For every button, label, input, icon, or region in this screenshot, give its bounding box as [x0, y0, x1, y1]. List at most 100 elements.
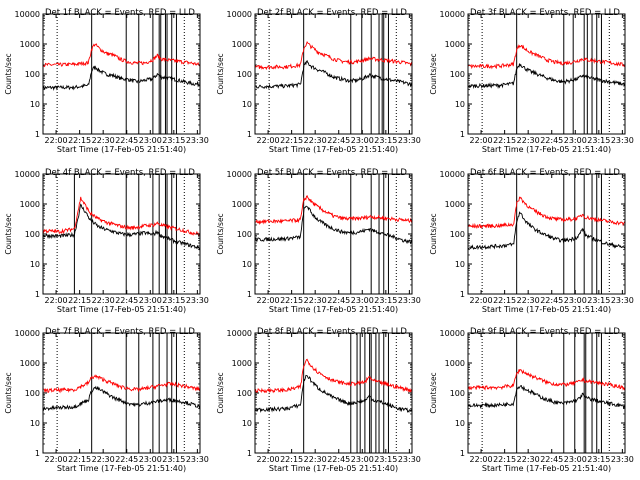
panel-title: Det 8f BLACK = Events, RED = LLD [257, 327, 407, 337]
y-tick-label: 10 [242, 419, 252, 428]
x-tick-label: 23:15 [374, 136, 397, 145]
y-tick-label: 10000 [227, 10, 252, 19]
y-tick-label: 10000 [227, 170, 252, 179]
x-axis-label: Start Time (17-Feb-05 21:51:40) [482, 145, 611, 154]
y-axis-label: Counts/sec [4, 53, 13, 94]
y-tick-label: 1000 [445, 200, 465, 209]
x-axis-label: Start Time (17-Feb-05 21:51:40) [57, 464, 186, 473]
x-tick-label: 22:15 [280, 296, 303, 305]
x-tick-label: 23:30 [186, 136, 209, 145]
y-tick-label: 10 [30, 100, 40, 109]
y-tick-label: 10 [242, 100, 252, 109]
y-tick-label: 1000 [232, 359, 252, 368]
x-tick-label: 22:15 [68, 455, 91, 464]
y-tick-label: 1 [460, 130, 465, 139]
x-tick-label: 22:15 [280, 455, 303, 464]
y-axis-label: Counts/sec [4, 372, 13, 413]
series-events-line [254, 205, 413, 245]
x-tick-label: 22:30 [517, 455, 540, 464]
y-tick-label: 10 [455, 100, 465, 109]
x-tick-label: 22:45 [115, 296, 138, 305]
x-tick-label: 22:15 [280, 136, 303, 145]
x-tick-label: 22:00 [470, 136, 493, 145]
y-tick-label: 100 [25, 389, 40, 398]
x-tick-label: 23:15 [374, 296, 397, 305]
y-tick-label: 10000 [440, 329, 465, 338]
x-tick-label: 23:00 [351, 296, 374, 305]
x-tick-label: 23:30 [611, 455, 634, 464]
x-tick-label: 22:30 [517, 136, 540, 145]
x-tick-label: 22:30 [304, 455, 327, 464]
y-tick-label: 1 [35, 130, 40, 139]
y-axis-label: Counts/sec [429, 372, 438, 413]
y-tick-label: 100 [450, 70, 465, 79]
series-events-line [42, 65, 201, 92]
x-axis-label: Start Time (17-Feb-05 21:51:40) [269, 464, 398, 473]
chart-panel-8: Det 8f BLACK = Events, RED = LLD 1 10 100 10… [216, 327, 421, 473]
x-tick-label: 22:45 [327, 455, 350, 464]
y-axis-label: Counts/sec [216, 213, 225, 254]
x-tick-label: 23:30 [611, 136, 634, 145]
x-tick-label: 23:15 [587, 296, 610, 305]
x-tick-label: 22:30 [304, 136, 327, 145]
series-lld-line [467, 44, 626, 70]
series-lld-line [42, 196, 201, 237]
y-axis-label: Counts/sec [4, 213, 13, 254]
x-tick-label: 22:30 [92, 455, 115, 464]
x-axis-label: Start Time (17-Feb-05 21:51:40) [482, 464, 611, 473]
x-tick-label: 23:30 [186, 296, 209, 305]
x-tick-label: 22:45 [540, 296, 563, 305]
x-tick-label: 22:00 [257, 136, 280, 145]
x-tick-label: 23:30 [398, 455, 421, 464]
y-tick-label: 100 [237, 70, 252, 79]
series-events-line [254, 374, 413, 414]
y-tick-label: 10000 [15, 329, 40, 338]
y-tick-label: 1000 [445, 359, 465, 368]
y-tick-label: 1 [247, 130, 252, 139]
x-tick-label: 23:00 [351, 455, 374, 464]
x-axis-label: Start Time (17-Feb-05 21:51:40) [269, 145, 398, 154]
series-lld-line [42, 43, 201, 68]
y-axis-label: Counts/sec [429, 213, 438, 254]
y-tick-label: 1000 [445, 40, 465, 49]
y-tick-label: 1 [35, 449, 40, 458]
chart-panel-7: Det 7f BLACK = Events, RED = LLD 1 10 100 10… [4, 327, 209, 473]
y-axis-label: Counts/sec [216, 53, 225, 94]
x-tick-label: 23:15 [162, 136, 185, 145]
series-events-line [254, 59, 413, 90]
x-axis-label: Start Time (17-Feb-05 21:51:40) [482, 305, 611, 314]
x-tick-label: 22:45 [327, 136, 350, 145]
chart-panel-2: Det 2f BLACK = Events, RED = LLD 1 10 100 10… [216, 8, 421, 154]
x-tick-label: 22:00 [470, 455, 493, 464]
y-tick-label: 100 [450, 230, 465, 239]
x-tick-label: 22:15 [493, 136, 516, 145]
x-tick-label: 23:15 [587, 455, 610, 464]
panel-title: Det 6f BLACK = Events, RED = LLD [470, 168, 620, 178]
series-events-line [467, 63, 626, 90]
series-lld-line [467, 196, 626, 229]
x-tick-label: 23:00 [139, 136, 162, 145]
x-tick-label: 22:30 [92, 136, 115, 145]
x-tick-label: 23:30 [611, 296, 634, 305]
y-tick-label: 1 [460, 449, 465, 458]
y-tick-label: 100 [237, 389, 252, 398]
y-tick-label: 10000 [15, 10, 40, 19]
y-tick-label: 1000 [232, 200, 252, 209]
x-tick-label: 22:15 [493, 296, 516, 305]
x-tick-label: 22:00 [257, 296, 280, 305]
y-tick-label: 10000 [227, 329, 252, 338]
y-tick-label: 10000 [440, 170, 465, 179]
panel-title: Det 4f BLACK = Events, RED = LLD [45, 168, 195, 178]
y-tick-label: 100 [237, 230, 252, 239]
chart-panel-6: Det 6f BLACK = Events, RED = LLD 1 10 100 10… [429, 168, 634, 314]
x-tick-label: 23:00 [351, 136, 374, 145]
x-tick-label: 22:45 [540, 455, 563, 464]
x-tick-label: 22:15 [68, 296, 91, 305]
x-tick-label: 23:15 [374, 455, 397, 464]
x-axis-label: Start Time (17-Feb-05 21:51:40) [57, 145, 186, 154]
x-tick-label: 23:00 [139, 296, 162, 305]
series-events-line [467, 385, 626, 409]
series-events-line [42, 385, 201, 412]
x-axis-label: Start Time (17-Feb-05 21:51:40) [57, 305, 186, 314]
